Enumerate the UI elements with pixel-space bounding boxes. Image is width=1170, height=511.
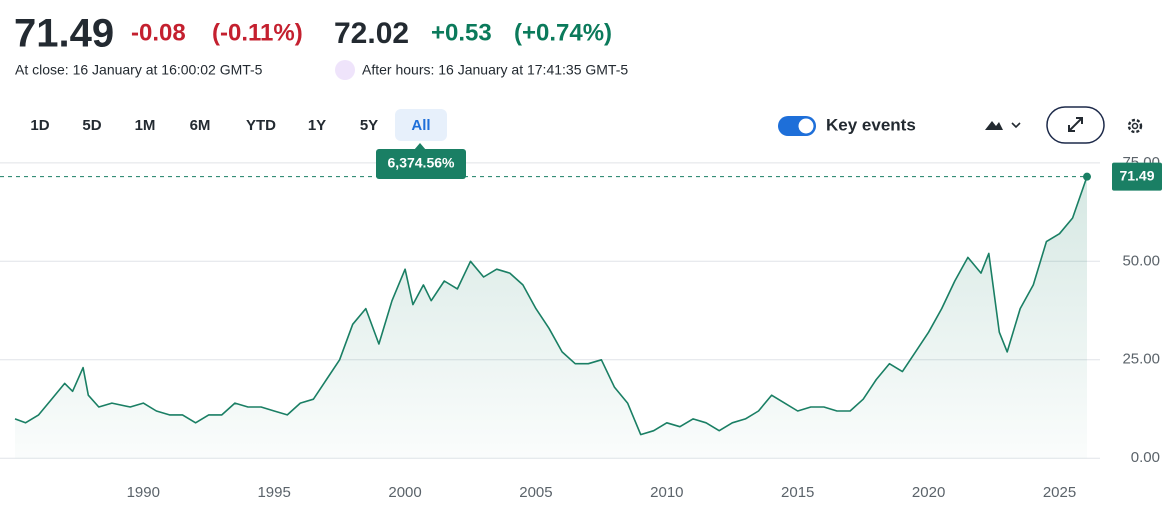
toolbar: Key events 1D 5D 1M 6M YTD 1Y 5Y All: [30, 106, 1143, 144]
last-point: [1083, 172, 1091, 181]
quote-header: 71.49 -0.08 (-0.11%) 72.02 +0.53 (+0.74%…: [14, 12, 628, 80]
range-button[interactable]: 5D: [82, 117, 101, 134]
key-events[interactable]: Key events: [826, 115, 916, 134]
after-price: 72.02: [334, 17, 409, 50]
last-price-label: 71.49: [1119, 167, 1154, 183]
expand-icon: [1068, 117, 1083, 132]
close-time: At close: 16 January at 16:00:02 GMT-5: [15, 62, 263, 78]
change: -0.08: [131, 19, 186, 46]
x-tick-label: 2010: [650, 484, 683, 501]
after-change: +0.53: [431, 19, 492, 46]
badge: [376, 149, 466, 179]
after-change-percent: (+0.74%): [514, 19, 612, 46]
y-tick-label: 0.00: [1131, 449, 1160, 466]
x-tick-label: 2025: [1043, 484, 1076, 501]
chart-type-icon[interactable]: [985, 121, 1003, 130]
range-button[interactable]: YTD: [246, 117, 276, 134]
range-button[interactable]: All: [411, 117, 430, 134]
chevron: [1011, 122, 1021, 129]
price-line: [14, 176, 1088, 436]
x-tick-label: 2005: [519, 484, 552, 501]
after-time: After hours: 16 January at 17:41:35 GMT-…: [362, 62, 628, 78]
range-button[interactable]: 5Y: [360, 117, 378, 134]
x-tick-label: 1990: [127, 484, 160, 501]
price: 71.49: [14, 12, 114, 56]
x-tick-label: 1995: [257, 484, 290, 501]
selected-range-bg: [395, 109, 447, 141]
moon-icon: [335, 60, 355, 80]
range-button[interactable]: 6M: [190, 117, 211, 134]
toggle-knob: [798, 118, 814, 134]
range-button[interactable]: 1Y: [308, 117, 326, 134]
badge-pointer: [414, 143, 426, 150]
x-tick-label: 2020: [912, 484, 945, 501]
y-tick-label: 50.00: [1122, 252, 1160, 269]
y-tick-label: 25.00: [1122, 351, 1160, 368]
range-button[interactable]: 1M: [135, 117, 156, 134]
last-price-tag: [1112, 162, 1162, 191]
range-button[interactable]: 1D: [30, 117, 49, 134]
return-badge: 6,374.56%: [388, 155, 455, 171]
settings-icon[interactable]: [1127, 118, 1143, 134]
area: [15, 176, 1087, 459]
x-tick-label: 2000: [388, 484, 421, 501]
x-tick-label: 2015: [781, 484, 814, 501]
settings-icon-center: [1131, 122, 1139, 130]
change-percent: (-0.11%): [212, 19, 303, 46]
